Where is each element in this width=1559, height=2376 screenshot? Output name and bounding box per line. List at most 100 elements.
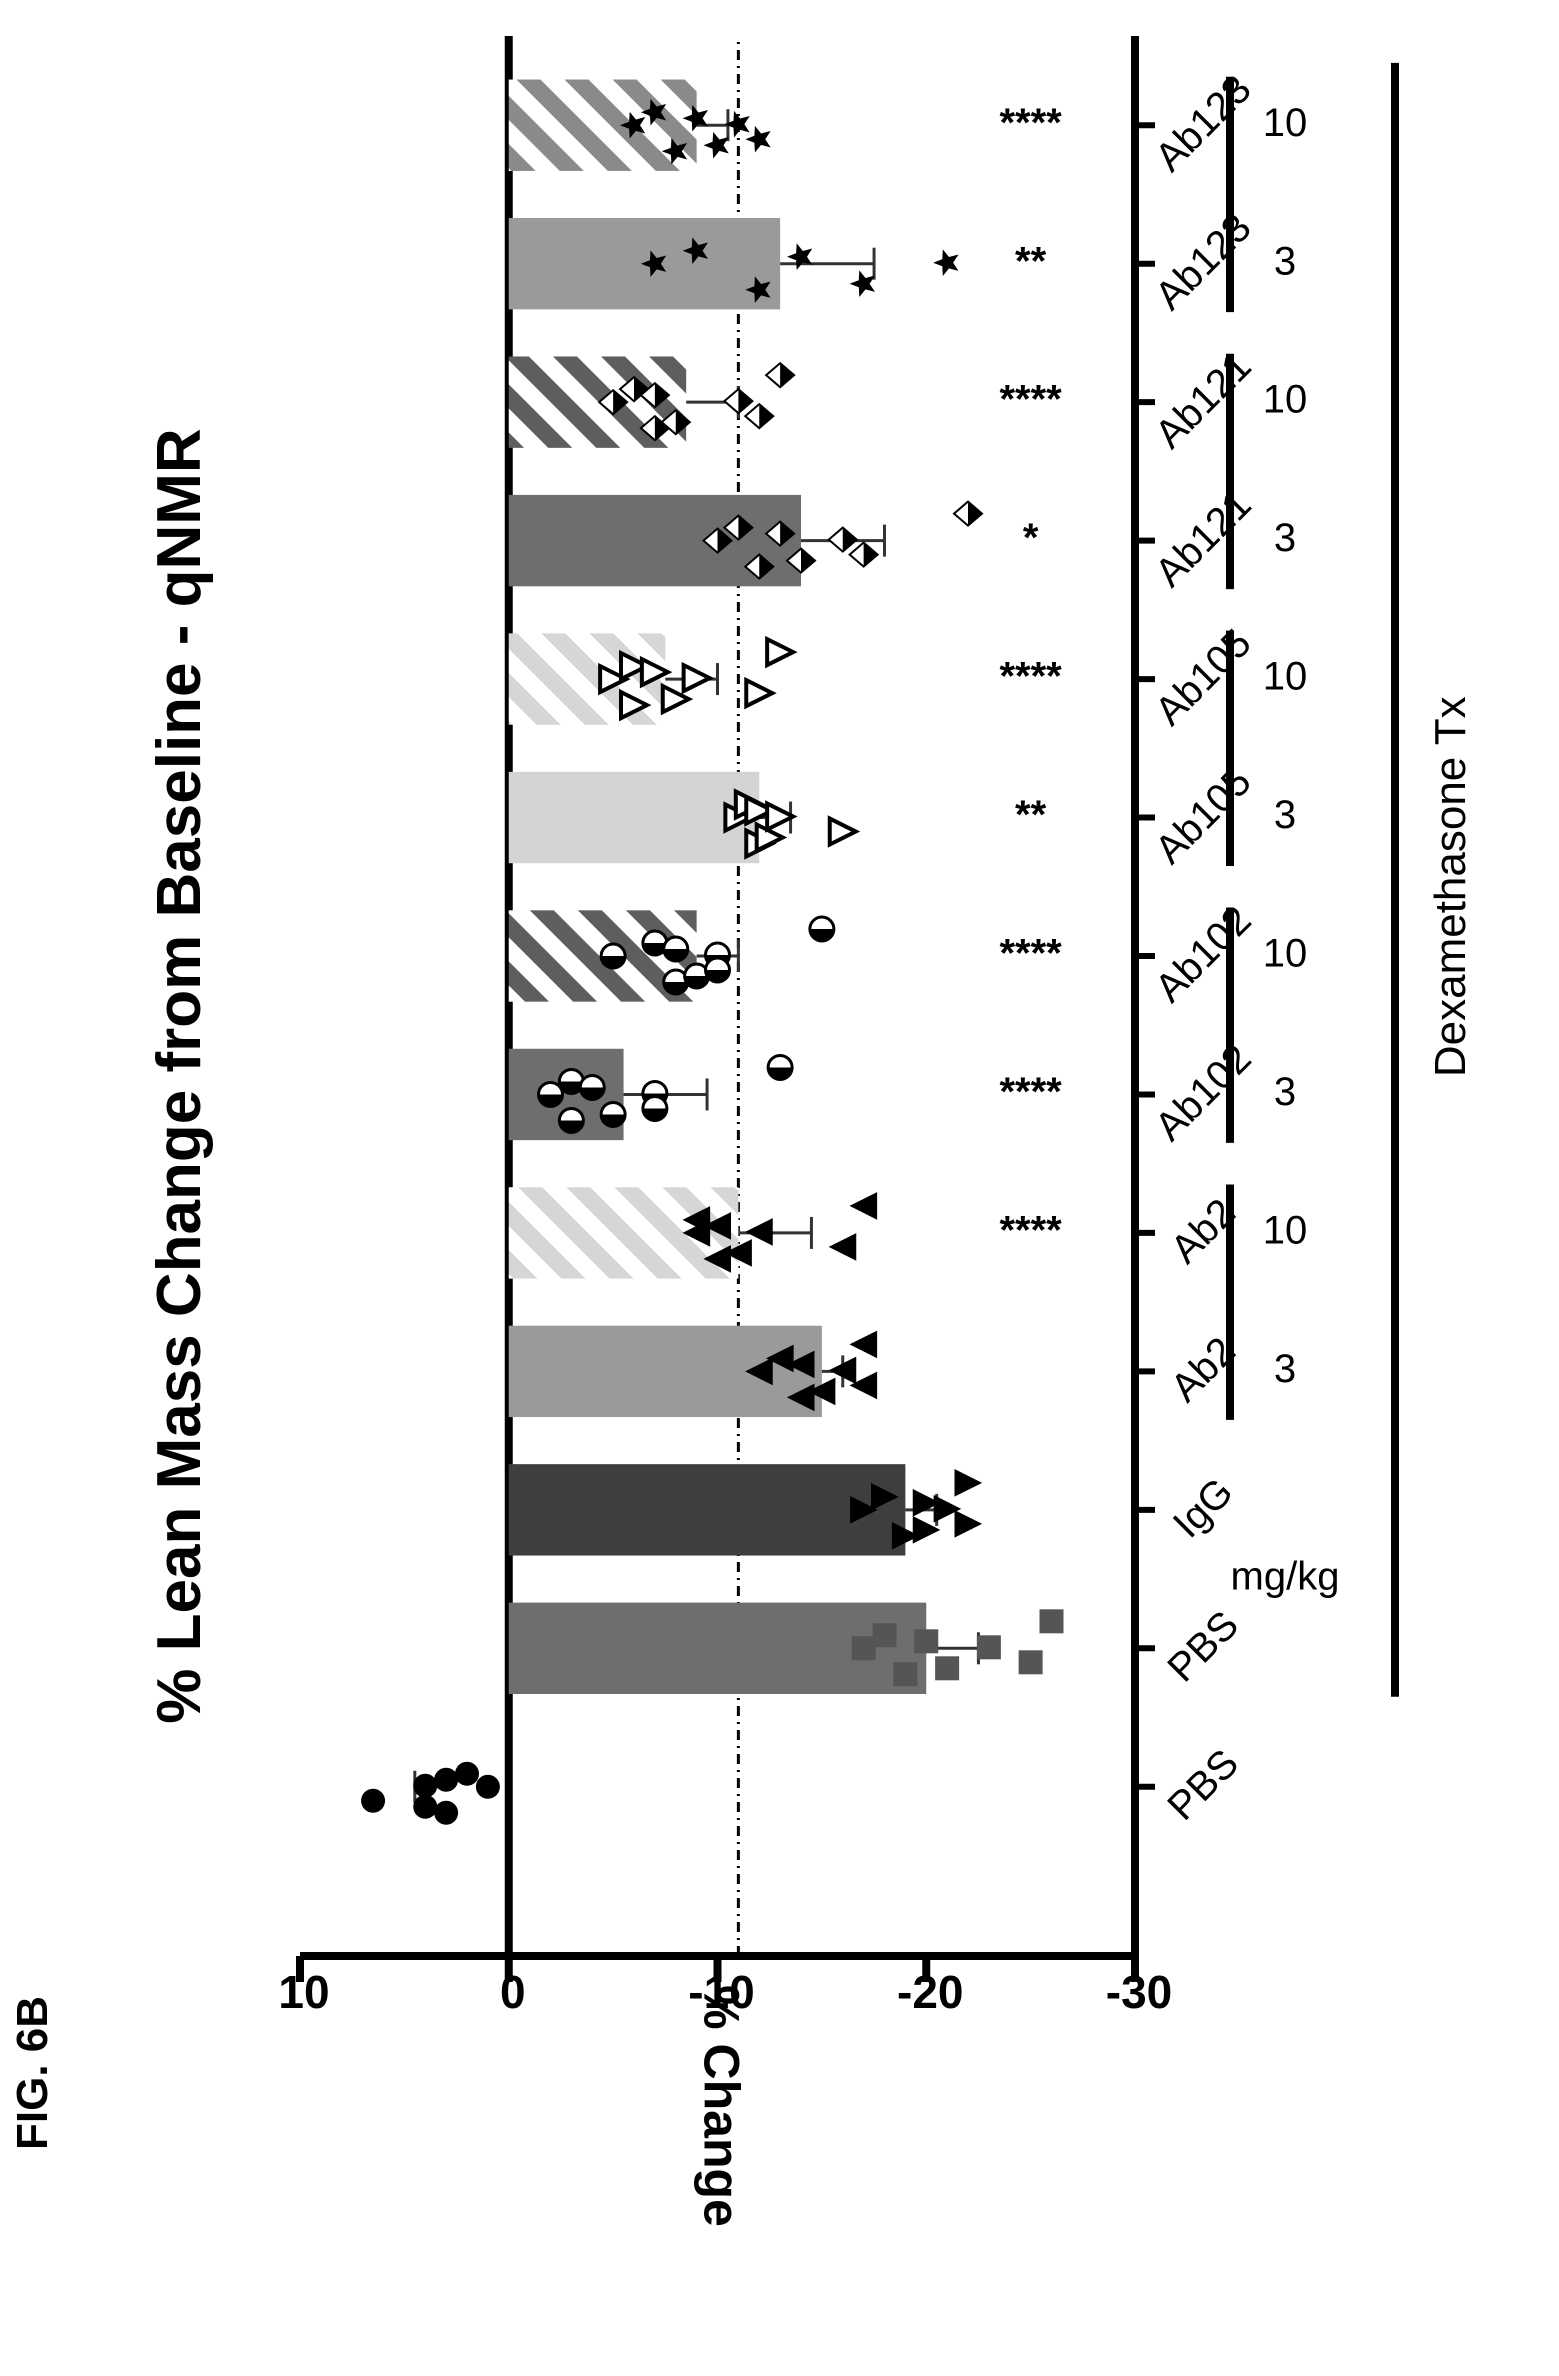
point-half: [863, 542, 878, 567]
point-half: [717, 528, 732, 553]
point-half: [809, 929, 834, 941]
point-half: [675, 410, 690, 435]
data-point: [662, 968, 690, 996]
data-point: [434, 1767, 459, 1792]
dose-label: 3: [1274, 1347, 1296, 1391]
point-half: [654, 416, 669, 441]
dose-label: 10: [1263, 101, 1308, 145]
data-point: [434, 1800, 459, 1825]
data-point: [765, 635, 798, 669]
category-label: Ab121: [1147, 344, 1260, 457]
dose-label: 10: [1263, 378, 1308, 422]
data-point: [745, 1218, 773, 1246]
data-point: [1039, 1609, 1064, 1634]
data-point: [660, 682, 694, 716]
y-tick-label: -30: [1106, 1966, 1172, 2018]
point-half: [768, 1067, 793, 1080]
point-half: [559, 1081, 584, 1094]
significance-label: ****: [999, 1070, 1062, 1114]
data-point: [682, 104, 708, 132]
bar: [508, 1325, 822, 1418]
data-point: [849, 1371, 878, 1400]
y-tick-label: 10: [278, 1966, 329, 2018]
bar: [508, 771, 760, 864]
data-point: [681, 661, 715, 695]
data-point: [701, 527, 734, 554]
data-point: [361, 1788, 386, 1813]
significance-label: ****: [999, 378, 1062, 422]
significance-label: ****: [999, 932, 1062, 976]
data-point: [599, 942, 627, 970]
dose-label: 10: [1263, 655, 1308, 699]
treatment-label: Dexamethasone Tx: [1426, 696, 1475, 1077]
data-point: [914, 1629, 939, 1654]
data-point: [893, 1662, 918, 1687]
data-point: [764, 361, 796, 389]
data-point: [954, 1510, 983, 1538]
dose-label: 3: [1274, 516, 1296, 560]
data-point: [935, 1656, 960, 1681]
bar: [508, 1048, 624, 1141]
point-half: [538, 1094, 563, 1107]
data-point: [828, 1233, 857, 1261]
data-point: [619, 688, 652, 722]
significance-label: *: [1023, 516, 1039, 560]
chart-title: % Lean Mass Change from Baseline - qNMR: [145, 428, 214, 1723]
category-label: Ab102: [1147, 898, 1260, 1011]
data-point: [828, 1356, 857, 1385]
data-point: [722, 387, 754, 415]
data-point: [703, 131, 729, 159]
bar: [508, 1602, 927, 1694]
data-point: [455, 1761, 479, 1786]
data-point: [722, 514, 754, 541]
category-label: PBS: [1159, 1741, 1247, 1829]
data-point: [640, 98, 667, 126]
data-point: [683, 962, 711, 990]
data-point: [785, 547, 817, 574]
bar: [508, 494, 801, 587]
data-point: [640, 250, 667, 277]
data-point: [786, 1383, 815, 1412]
data-point: [912, 1516, 941, 1544]
point-half: [642, 943, 667, 955]
data-point: [619, 649, 652, 683]
data-point: [662, 935, 690, 963]
data-point: [933, 1495, 962, 1523]
point-half: [780, 521, 795, 546]
data-point: [745, 125, 771, 153]
data-point: [745, 1357, 773, 1386]
dose-label: 3: [1274, 239, 1296, 283]
point-half: [580, 1087, 605, 1100]
significance-label: ****: [999, 101, 1062, 145]
point-half: [684, 976, 709, 988]
category-label: Ab123: [1147, 67, 1260, 180]
significance-label: **: [1015, 793, 1047, 837]
data-point: [764, 520, 796, 547]
point-half: [759, 404, 774, 429]
data-point: [745, 276, 771, 303]
point-half: [968, 501, 982, 526]
figure-label: FIG. 6B: [8, 1995, 57, 2150]
point-half: [613, 390, 628, 415]
data-point: [682, 1206, 711, 1234]
data-point: [849, 270, 875, 297]
data-point: [954, 1469, 983, 1497]
point-half: [663, 949, 688, 961]
point-half: [705, 970, 730, 982]
data-point: [744, 794, 777, 827]
category-label: Ab105: [1147, 621, 1260, 734]
data-point: [557, 1106, 585, 1134]
data-point: [598, 662, 631, 696]
data-point: [849, 1192, 878, 1220]
y-axis-label: % Change: [693, 1985, 749, 2227]
point-half: [663, 982, 688, 994]
point-half: [601, 956, 626, 968]
data-point: [704, 956, 731, 984]
data-point: [413, 1773, 438, 1798]
significance-label: ****: [999, 1208, 1062, 1252]
data-point: [537, 1080, 564, 1108]
data-point: [557, 1067, 585, 1095]
y-tick-label: 0: [500, 1966, 526, 2018]
point-half: [759, 554, 774, 579]
